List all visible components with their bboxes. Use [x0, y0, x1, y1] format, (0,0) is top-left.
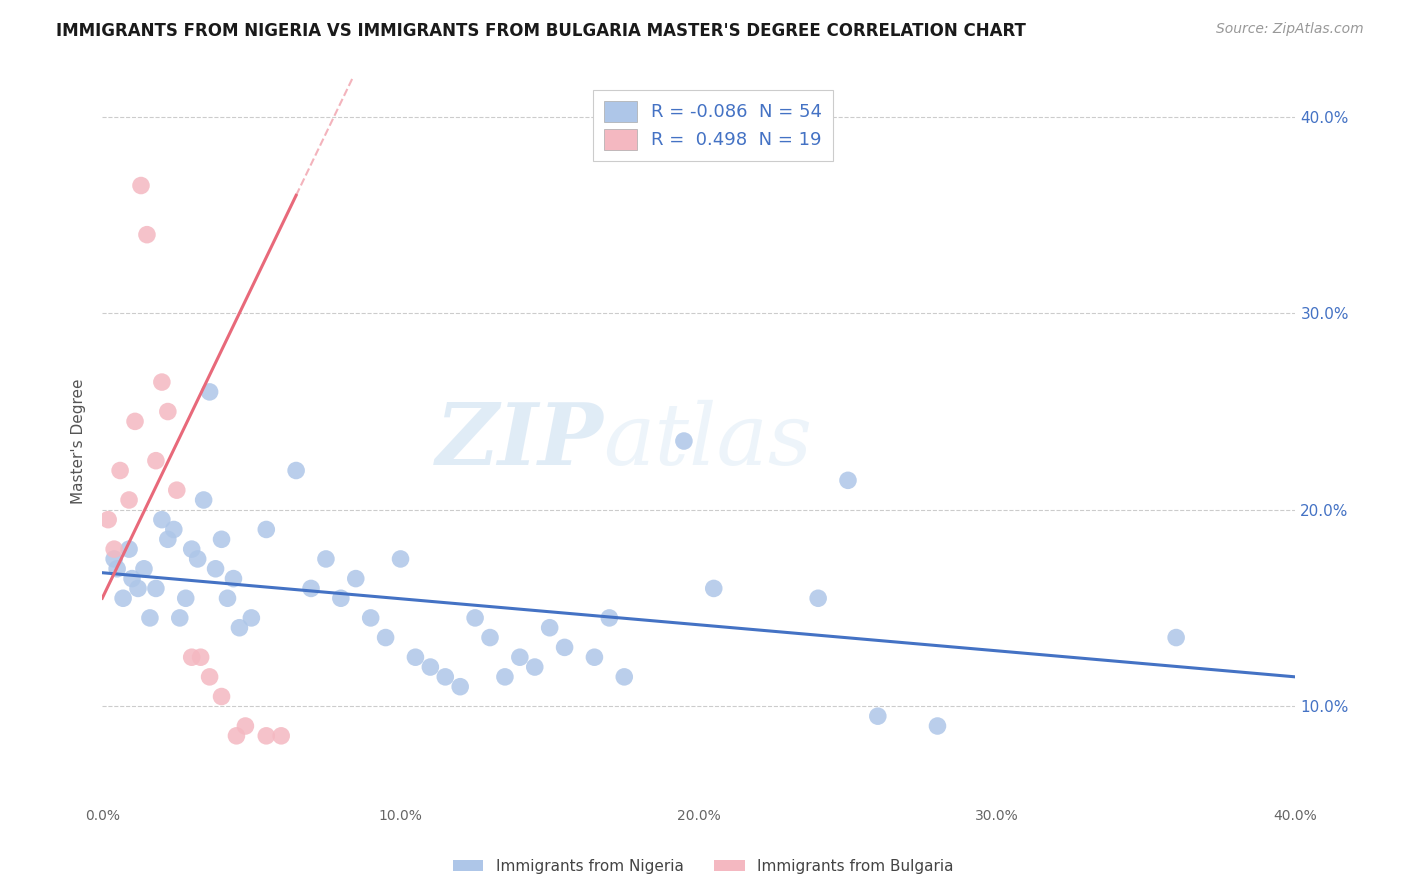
- Point: [174, 591, 197, 606]
- Point: [254, 523, 277, 537]
- Point: [464, 611, 486, 625]
- Text: Source: ZipAtlas.com: Source: ZipAtlas.com: [1216, 22, 1364, 37]
- Point: [703, 582, 725, 596]
- Point: [187, 552, 209, 566]
- Point: [1166, 631, 1188, 645]
- Point: [156, 533, 179, 547]
- Point: [211, 690, 233, 704]
- Point: [315, 552, 337, 566]
- Point: [509, 650, 531, 665]
- Point: [449, 680, 471, 694]
- Point: [225, 729, 247, 743]
- Point: [124, 414, 146, 428]
- Text: IMMIGRANTS FROM NIGERIA VS IMMIGRANTS FROM BULGARIA MASTER'S DEGREE CORRELATION : IMMIGRANTS FROM NIGERIA VS IMMIGRANTS FR…: [56, 22, 1026, 40]
- Point: [180, 650, 202, 665]
- Text: atlas: atlas: [603, 400, 813, 483]
- Point: [344, 572, 367, 586]
- Point: [404, 650, 426, 665]
- Legend: Immigrants from Nigeria, Immigrants from Bulgaria: Immigrants from Nigeria, Immigrants from…: [447, 853, 959, 880]
- Point: [129, 178, 152, 193]
- Point: [360, 611, 382, 625]
- Point: [523, 660, 546, 674]
- Point: [118, 493, 141, 508]
- Point: [139, 611, 162, 625]
- Point: [103, 542, 125, 557]
- Point: [166, 483, 188, 498]
- Point: [136, 227, 159, 242]
- Point: [169, 611, 191, 625]
- Point: [228, 621, 250, 635]
- Point: [217, 591, 239, 606]
- Point: [583, 650, 606, 665]
- Point: [97, 513, 120, 527]
- Point: [103, 552, 125, 566]
- Point: [837, 473, 859, 487]
- Point: [598, 611, 620, 625]
- Point: [132, 562, 155, 576]
- Point: [163, 523, 186, 537]
- Point: [419, 660, 441, 674]
- Point: [204, 562, 226, 576]
- Point: [150, 513, 173, 527]
- Point: [613, 670, 636, 684]
- Point: [807, 591, 830, 606]
- Point: [150, 375, 173, 389]
- Point: [145, 453, 167, 467]
- Point: [538, 621, 561, 635]
- Point: [672, 434, 695, 448]
- Point: [198, 384, 221, 399]
- Point: [389, 552, 412, 566]
- Point: [211, 533, 233, 547]
- Point: [222, 572, 245, 586]
- Point: [374, 631, 396, 645]
- Point: [118, 542, 141, 557]
- Point: [434, 670, 457, 684]
- Point: [198, 670, 221, 684]
- Point: [285, 463, 308, 477]
- Legend: R = -0.086  N = 54, R =  0.498  N = 19: R = -0.086 N = 54, R = 0.498 N = 19: [593, 90, 832, 161]
- Point: [494, 670, 516, 684]
- Point: [299, 582, 322, 596]
- Point: [927, 719, 949, 733]
- Text: ZIP: ZIP: [436, 400, 603, 483]
- Point: [866, 709, 889, 723]
- Point: [329, 591, 352, 606]
- Point: [108, 463, 131, 477]
- Point: [554, 640, 576, 655]
- Point: [145, 582, 167, 596]
- Point: [270, 729, 292, 743]
- Y-axis label: Master's Degree: Master's Degree: [72, 378, 86, 504]
- Point: [254, 729, 277, 743]
- Point: [121, 572, 143, 586]
- Point: [240, 611, 263, 625]
- Point: [193, 493, 215, 508]
- Point: [127, 582, 149, 596]
- Point: [180, 542, 202, 557]
- Point: [235, 719, 257, 733]
- Point: [479, 631, 502, 645]
- Point: [112, 591, 135, 606]
- Point: [105, 562, 128, 576]
- Point: [190, 650, 212, 665]
- Point: [156, 404, 179, 418]
